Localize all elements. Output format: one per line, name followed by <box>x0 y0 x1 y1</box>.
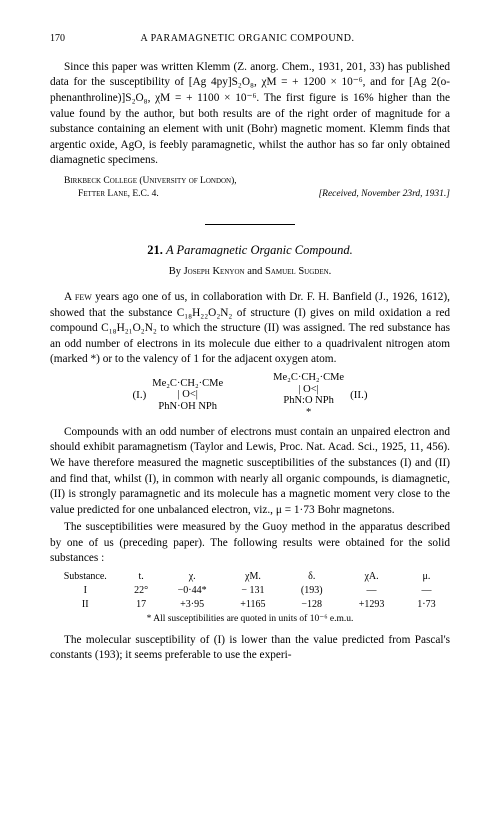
s2-l4: * <box>273 407 344 419</box>
structure-2-label: (II.) <box>350 388 367 403</box>
table-row: II 17 +3·95 +1165 −128 +1293 1·73 <box>50 598 450 612</box>
table-row: I 22° −0·44* − 131 (193) — — <box>50 584 450 598</box>
by-label: By <box>169 266 184 277</box>
structure-2-body: Me₂C·CH₂·CMe | O<| PhN:O NPh * <box>273 372 344 419</box>
th: δ. <box>283 570 340 584</box>
s1-l3: PhN·OH NPh <box>152 401 223 413</box>
data-table: Substance. t. χ. χM. δ. χA. μ. I 22° −0·… <box>50 570 450 611</box>
section-divider <box>50 217 450 232</box>
table-footnote: * All susceptibilities are quoted in uni… <box>50 613 450 626</box>
td: 22° <box>121 584 162 598</box>
running-title: A PARAMAGNETIC ORGANIC COMPOUND. <box>141 32 355 46</box>
s2-l2: | O<| <box>273 384 344 396</box>
paragraph: A few years ago one of us, in collaborat… <box>50 290 450 368</box>
page: 170 A PARAMAGNETIC ORGANIC COMPOUND. Sin… <box>0 0 500 696</box>
th: χM. <box>223 570 284 584</box>
author-1: Joseph Kenyon <box>184 266 245 277</box>
structure-2: Me₂C·CH₂·CMe | O<| PhN:O NPh * (II.) <box>273 372 367 419</box>
page-number: 170 <box>50 32 65 46</box>
td: −128 <box>283 598 340 612</box>
and: and <box>245 266 265 277</box>
affiliation-line-2: Fetter Lane, E.C. 4. [Received, November… <box>50 188 450 201</box>
s1-l1: Me₂C·CH₂·CMe <box>152 378 223 390</box>
th: μ. <box>403 570 450 584</box>
td: −0·44* <box>162 584 223 598</box>
td: +1165 <box>223 598 284 612</box>
article-title: 21. A Paramagnetic Organic Compound. <box>50 242 450 259</box>
structure-1-body: Me₂C·CH₂·CMe | O<| PhN·OH NPh <box>152 378 223 413</box>
paragraph: The molecular susceptibility of (I) is l… <box>50 633 450 664</box>
s1-l2: | O<| <box>152 389 223 401</box>
author-2: Samuel Sugden. <box>265 266 331 277</box>
td: 1·73 <box>403 598 450 612</box>
td: +3·95 <box>162 598 223 612</box>
para2-body: years ago one of us, in collaboration wi… <box>50 291 450 365</box>
th: χ. <box>162 570 223 584</box>
structure-1-label: (I.) <box>133 388 147 403</box>
th: t. <box>121 570 162 584</box>
td: II <box>50 598 121 612</box>
structure-1: (I.) Me₂C·CH₂·CMe | O<| PhN·OH NPh <box>133 372 224 419</box>
affiliation-line-1: Birkbeck College (University of London), <box>50 175 450 188</box>
received-date: [Received, November 23rd, 1931.] <box>290 188 450 201</box>
th: χA. <box>340 570 403 584</box>
running-head: 170 A PARAMAGNETIC ORGANIC COMPOUND. <box>50 32 450 46</box>
td: +1293 <box>340 598 403 612</box>
td: − 131 <box>223 584 284 598</box>
s2-l1: Me₂C·CH₂·CMe <box>273 372 344 384</box>
td: I <box>50 584 121 598</box>
article-name: A Paramagnetic Organic Compound. <box>166 243 353 257</box>
affil-text: Fetter Lane, E.C. 4. <box>78 189 159 199</box>
lead-word: A few <box>64 291 92 303</box>
paragraph: Compounds with an odd number of electron… <box>50 425 450 518</box>
td: (193) <box>283 584 340 598</box>
spacer <box>430 32 450 46</box>
paragraph: Since this paper was written Klemm (Z. a… <box>50 60 450 169</box>
article-number: 21. <box>147 243 163 257</box>
td: — <box>340 584 403 598</box>
td: — <box>403 584 450 598</box>
byline: By Joseph Kenyon and Samuel Sugden. <box>50 265 450 279</box>
structure-diagrams: (I.) Me₂C·CH₂·CMe | O<| PhN·OH NPh Me₂C·… <box>50 372 450 419</box>
rule <box>205 224 295 225</box>
paragraph: The susceptibilities were measured by th… <box>50 520 450 567</box>
th: Substance. <box>50 570 121 584</box>
s2-l3: PhN:O NPh <box>273 395 344 407</box>
td: 17 <box>121 598 162 612</box>
table-head-row: Substance. t. χ. χM. δ. χA. μ. <box>50 570 450 584</box>
